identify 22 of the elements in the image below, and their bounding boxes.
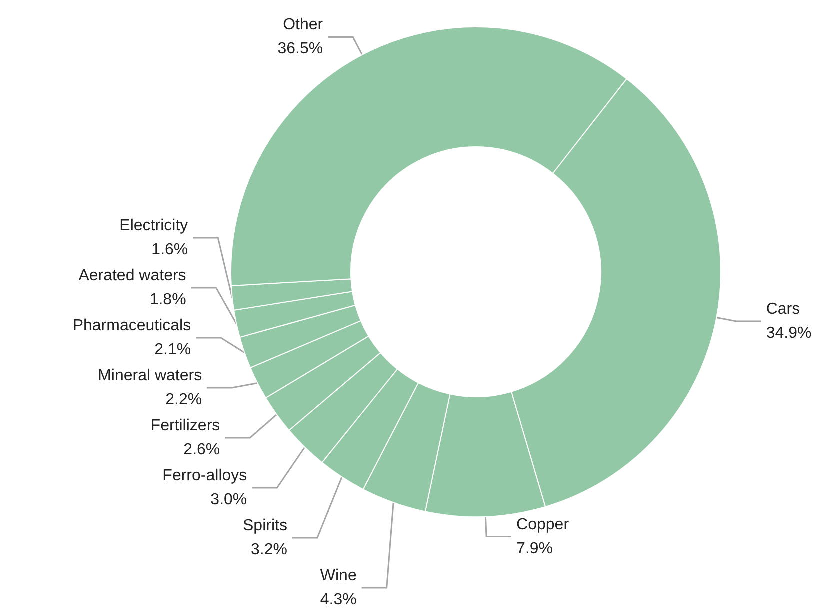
data-label: 34.9% (766, 324, 812, 342)
data-label: 1.6% (152, 242, 188, 258)
data-label: 4.3% (320, 592, 357, 608)
slice-label: Aerated waters (78, 268, 186, 284)
slice-label: Fertilizers (150, 418, 220, 434)
data-label: 3.2% (250, 542, 288, 558)
data-label: 36.5% (278, 40, 324, 58)
slice-label: Wine (320, 568, 357, 584)
slice-label: Copper (516, 516, 570, 534)
data-label: 2.6% (184, 442, 220, 458)
slice-label: Cars (766, 300, 800, 318)
slice-label: Electricity (120, 218, 188, 234)
slice-label: Spirits (243, 518, 288, 534)
slice-label: Pharmaceuticals (72, 318, 192, 334)
slice-label: Mineral waters (98, 368, 202, 384)
data-label: 2.1% (154, 342, 192, 358)
data-label: 1.8% (150, 292, 186, 308)
data-label: 7.9% (516, 540, 554, 558)
slice-label: Other (283, 16, 324, 34)
slice-label: Ferro-alloys (162, 468, 248, 484)
data-label: 3.0% (210, 492, 248, 508)
data-label: 2.2% (166, 392, 202, 408)
